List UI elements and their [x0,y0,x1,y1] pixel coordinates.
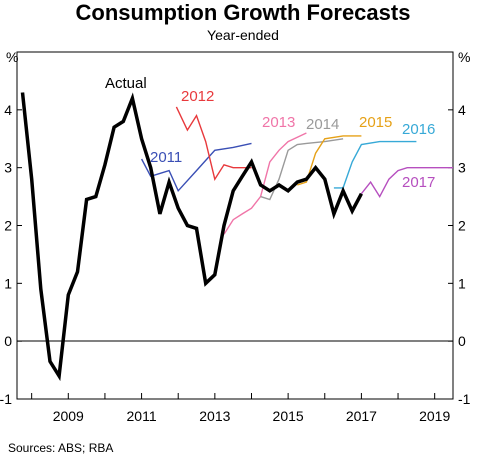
label-actual: Actual [105,75,147,92]
series-line-2017 [360,166,453,198]
label-2011: 2011 [150,149,182,166]
series-line-2015 [297,135,362,186]
y-tick-label-left: 1 [4,275,12,291]
y-tick-label-right: 0 [458,333,466,349]
series-line-2012 [175,106,252,181]
x-tick-label: 2011 [127,408,157,424]
x-tick-label: 2013 [199,408,230,424]
y-axis-right: -1 0 1 2 3 4 [448,102,471,407]
chart-subtitle: Year-ended [207,27,279,43]
label-2013: 2013 [262,114,295,131]
y-tick-label-right: 2 [458,218,466,234]
x-tick-label: 2009 [53,408,84,424]
source-note: Sources: ABS; RBA [8,441,113,455]
y-axis-left: -1 0 1 2 3 4 [0,102,22,407]
series-line-2014 [260,138,344,201]
y-tick-label-right: 3 [458,160,466,176]
x-tick-label: 2017 [346,408,377,424]
label-2017: 2017 [402,174,435,191]
y-tick-label-left: 2 [4,218,12,234]
y-unit-left: % [6,49,18,65]
y-tick-label-right: -1 [458,391,471,407]
y-tick-label-left: 4 [4,102,12,118]
y-unit-right: % [458,49,470,65]
label-2015: 2015 [359,114,392,131]
label-2014: 2014 [306,116,339,133]
series-line-actual [20,92,363,382]
y-tick-label-right: 1 [458,275,466,291]
y-tick-label-left: 3 [4,160,12,176]
y-tick-label-left: 0 [4,333,12,349]
y-tick-label-right: 4 [458,102,466,118]
series-labels: Actual 2011 2012 2013 2014 2015 2016 201… [105,75,435,191]
label-2016: 2016 [402,121,435,138]
x-axis: 2009 2011 2013 2015 2017 2019 [31,393,450,424]
chart-title: Consumption Growth Forecasts [76,0,411,25]
y-tick-label-left: -1 [0,391,12,407]
x-tick-label: 2015 [273,408,304,424]
label-2012: 2012 [181,88,214,105]
x-tick-label: 2019 [419,408,450,424]
series-lines [20,92,453,382]
